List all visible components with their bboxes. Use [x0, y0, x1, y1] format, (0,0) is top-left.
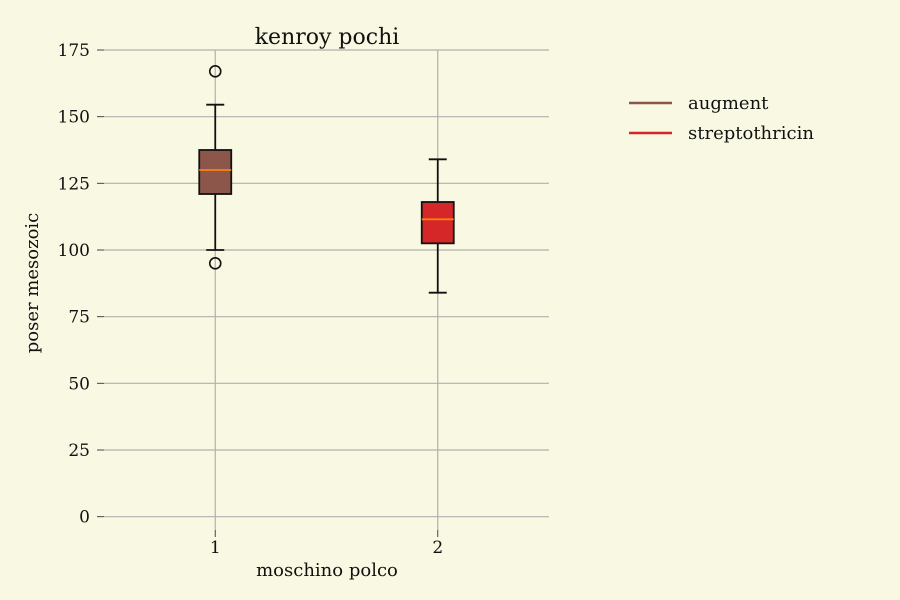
y-tick-label: 125 [58, 174, 90, 194]
y-axis: 0 25 50 75 100 125 150 175 [58, 41, 104, 528]
box-streptothricin [420, 158, 455, 294]
x-axis-label: moschino polco [256, 560, 398, 581]
outlier-point [208, 257, 222, 270]
legend-label: augment [688, 93, 769, 114]
y-tick-label: 50 [68, 374, 90, 394]
chart-title: kenroy pochi [255, 25, 400, 50]
box-body [420, 201, 455, 245]
legend-item: streptothricin [629, 123, 814, 144]
boxes [198, 65, 455, 294]
box-augment [198, 65, 233, 270]
y-tick-label: 100 [58, 241, 90, 261]
y-tick-label: 0 [79, 508, 90, 528]
y-tick-label: 150 [58, 108, 90, 128]
y-tick-label: 75 [68, 308, 90, 328]
grid-lines [104, 49, 549, 530]
x-tick-label: 1 [210, 538, 221, 558]
legend-label: streptothricin [688, 123, 814, 144]
outlier-point [208, 65, 222, 78]
y-tick-label: 25 [68, 441, 90, 461]
y-axis-label: poser mesozoic [22, 213, 43, 354]
x-tick-label: 2 [432, 538, 443, 558]
legend-item: augment [629, 93, 769, 114]
box-body [198, 149, 233, 195]
legend: augment streptothricin [629, 93, 814, 144]
y-tick-label: 175 [58, 41, 90, 61]
